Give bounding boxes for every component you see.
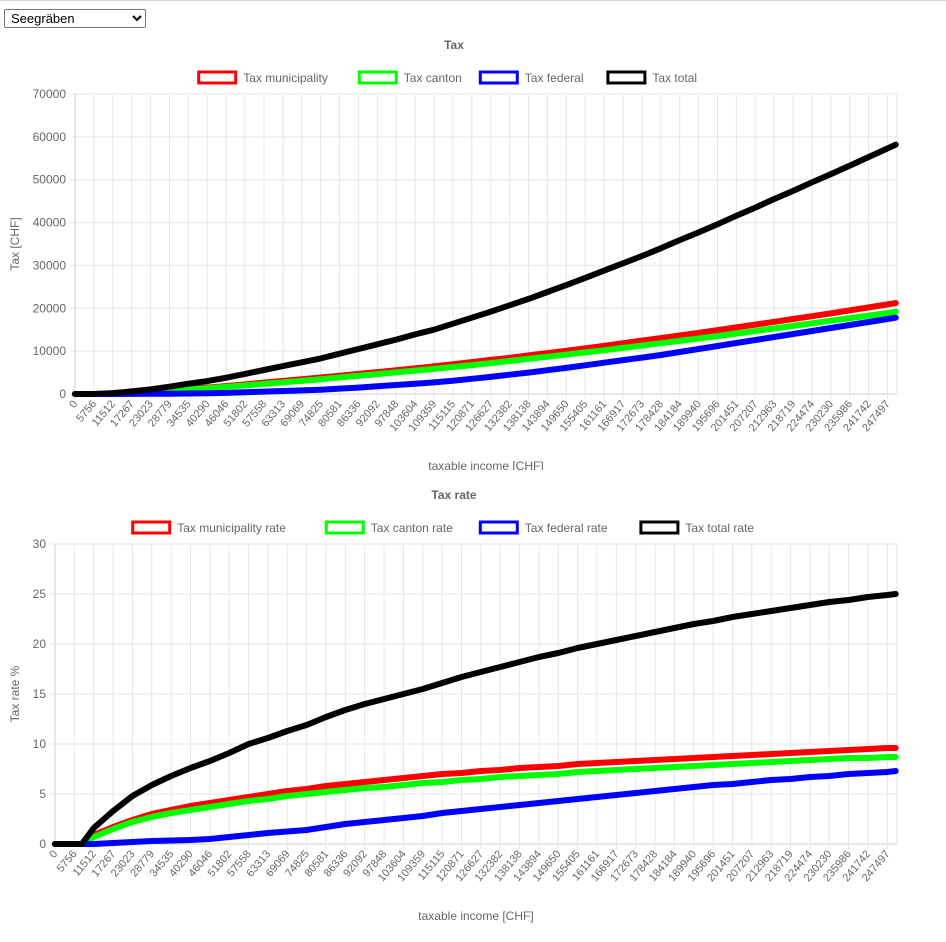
legend-swatch-tax-municipality-rate	[131, 520, 172, 535]
y-tick-label: 25	[33, 587, 47, 601]
legend-label-tax-federal-rate: Tax federal rate	[525, 521, 608, 535]
series-line-tax-canton	[72, 308, 899, 397]
y-tick-label: 10000	[33, 344, 67, 358]
municipality-select[interactable]: Seegräben	[4, 9, 146, 28]
series-line-tax-municipality-rate	[52, 745, 899, 847]
legend-label-tax-municipality-rate: Tax municipality rate	[177, 521, 286, 535]
tax-rate-chart: Tax rate Tax municipality rate Tax canton …	[8, 488, 899, 923]
x-tick-label: 0	[47, 848, 60, 860]
chart-title: Tax rate	[431, 488, 476, 502]
legend-label-tax-canton: Tax canton	[404, 71, 462, 85]
legend-swatch-tax-federal-rate	[478, 520, 519, 535]
y-tick-label: 20	[33, 637, 47, 651]
x-tick-label: 0	[67, 398, 80, 410]
y-tick-label: 40000	[33, 216, 67, 230]
y-tick-label: 60000	[33, 130, 67, 144]
series-line-tax-federal-rate	[52, 768, 899, 847]
top-border	[0, 0, 946, 1]
chart-legend: Tax municipality rate Tax canton rate Tax …	[131, 520, 754, 535]
y-tick-label: 0	[59, 387, 66, 401]
legend-swatch-tax-total	[606, 70, 647, 85]
legend-label-tax-canton-rate: Tax canton rate	[371, 521, 453, 535]
y-tick-label: 0	[39, 837, 46, 851]
x-axis-label: taxable income [CHF]	[418, 909, 533, 923]
x-axis-label: taxable income [CHF]	[428, 459, 543, 470]
legend-label-tax-municipality: Tax municipality	[243, 71, 328, 85]
legend-swatch-tax-canton-rate	[324, 520, 365, 535]
series-line-tax-total	[72, 141, 899, 397]
y-tick-label: 50000	[33, 173, 67, 187]
y-tick-label: 10	[33, 737, 47, 751]
y-tick-label: 70000	[33, 87, 67, 101]
y-tick-label: 5	[39, 787, 46, 801]
series-line-tax-total-rate	[52, 591, 899, 847]
y-tick-label: 30	[33, 537, 47, 551]
legend-swatch-tax-total-rate	[639, 520, 680, 535]
legend-label-tax-federal: Tax federal	[525, 71, 584, 85]
grid	[70, 93, 898, 399]
y-axis-label: Tax rate %	[8, 665, 22, 722]
series-line-tax-federal	[72, 314, 899, 397]
legend-swatch-tax-municipality	[197, 70, 238, 85]
tax-chart: Tax Tax municipality Tax canton Tax federal…	[8, 38, 899, 470]
chart-legend: Tax municipality Tax canton Tax federal Tax…	[197, 70, 697, 85]
legend-swatch-tax-federal	[478, 70, 519, 85]
y-tick-label: 30000	[33, 258, 67, 272]
legend-swatch-tax-canton	[357, 70, 398, 85]
y-tick-label: 20000	[33, 301, 67, 315]
series-line-tax-canton-rate	[52, 754, 899, 847]
grid	[50, 543, 898, 849]
chart-title: Tax	[444, 38, 464, 52]
legend-label-tax-total-rate: Tax total rate	[685, 521, 754, 535]
legend-label-tax-total: Tax total	[652, 71, 697, 85]
y-axis-label: Tax [CHF]	[8, 217, 22, 270]
y-tick-label: 15	[33, 687, 47, 701]
